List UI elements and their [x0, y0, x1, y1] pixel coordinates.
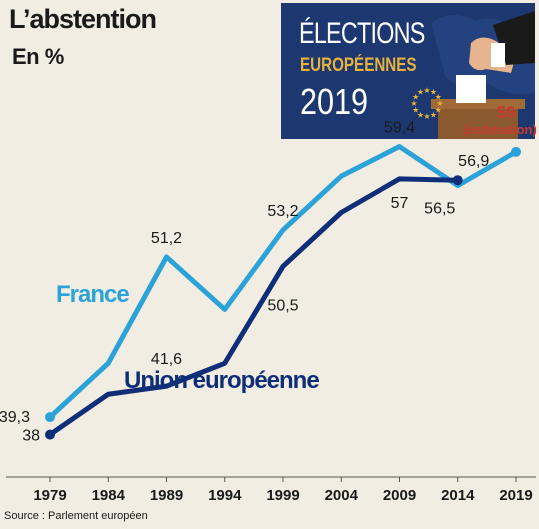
x-tick-label: 1979: [33, 487, 66, 504]
x-tick-label: 1999: [266, 487, 299, 504]
eu-star-icon: ★: [436, 99, 443, 108]
series-name-eu: Union européenne: [124, 367, 319, 394]
eu-star-icon: ★: [430, 110, 437, 119]
series-marker-start: [45, 412, 55, 423]
data-label: 59,4: [384, 120, 415, 137]
series-name-france: France: [56, 281, 129, 308]
estimate-annotation: (estimation): [463, 122, 537, 137]
data-label: 56,9: [458, 153, 489, 170]
banner-year: 2019: [300, 81, 369, 122]
eu-star-icon: ★: [412, 106, 419, 115]
eu-star-icon: ★: [417, 110, 424, 119]
ballot-box-illustration: [431, 11, 535, 139]
data-label: 39,3: [0, 409, 30, 426]
x-tick-label: 2019: [499, 487, 532, 504]
series-line-eu: [47, 176, 461, 438]
banner-line-1: ÉLECTIONS: [299, 17, 425, 50]
eu-star-icon: ★: [423, 112, 430, 121]
x-tick-label: 2014: [441, 487, 475, 504]
series-marker-start: [45, 429, 55, 440]
x-tick-label: 1984: [92, 487, 126, 504]
eu-star-icon: ★: [417, 88, 424, 97]
eu-star-icon: ★: [435, 93, 442, 102]
x-tick-label: 1994: [208, 487, 242, 504]
eu-star-icon: ★: [430, 88, 437, 97]
data-label: 38: [22, 428, 40, 445]
elections-banner: ÉLECTIONS EUROPÉENNES 2019 ★ ★ ★ ★ ★ ★ ★ ★ ★ ★ ★ ★: [281, 3, 535, 139]
series-line-france: [47, 144, 519, 420]
eu-star-icon: ★: [435, 106, 442, 115]
data-label: 53,2: [267, 203, 298, 220]
data-label: 57: [391, 195, 409, 212]
series-marker-end: [511, 146, 521, 157]
chart-subtitle: En %: [12, 44, 64, 69]
eu-star-icon: ★: [412, 93, 419, 102]
banner-line-2: EUROPÉENNES: [300, 55, 417, 76]
x-tick-label: 2009: [383, 487, 416, 504]
chart-title: L’abstention: [9, 4, 157, 34]
estimate-value-label: 59: [497, 103, 516, 122]
data-label: 51,2: [151, 230, 182, 247]
data-label: 50,5: [267, 297, 298, 314]
data-label: 41,6: [151, 351, 182, 368]
eu-star-icon: ★: [423, 86, 430, 95]
x-tick-label: 1989: [150, 487, 183, 504]
data-label: 56,5: [424, 201, 455, 218]
source-note: Source : Parlement européen: [4, 510, 148, 522]
series-marker-end: [452, 175, 463, 186]
x-tick-label: 2004: [325, 487, 359, 504]
eu-star-icon: ★: [410, 99, 417, 108]
eu-stars-icon: ★★★★★★★★★ ★ ★★: [410, 86, 443, 121]
